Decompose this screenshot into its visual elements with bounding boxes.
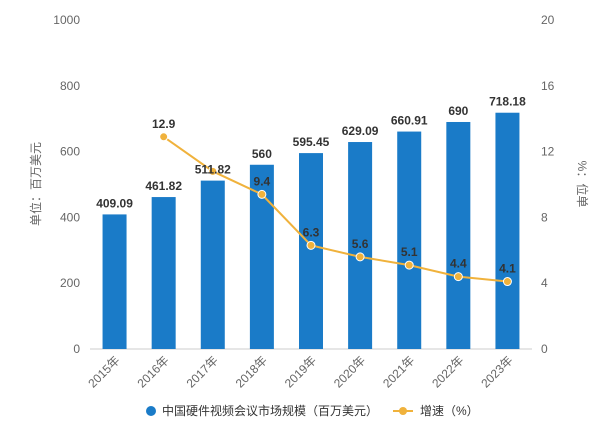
left-tick-label: 800	[60, 79, 80, 93]
line-value-label: 4.4	[450, 257, 467, 271]
right-tick-label: 16	[541, 79, 555, 93]
line-point	[306, 240, 316, 250]
line-data-labels: 12.9 9.4 6.3 5.6 5.1 4.4 4.1	[152, 117, 516, 276]
right-tick-label: 0	[541, 342, 548, 356]
bar-value-label: 461.82	[145, 179, 182, 193]
line-value-label: 9.4	[254, 174, 271, 188]
growth-line	[163, 135, 508, 283]
legend: 中国硬件视频会议市场规模（百万美元） 增速（%）	[146, 403, 479, 418]
x-tick-label: 2020年	[331, 353, 368, 390]
bar	[299, 153, 323, 349]
bar-value-label: 511.82	[195, 163, 231, 177]
bar-value-label: 409.09	[96, 196, 133, 210]
left-axis-ticks: 0 200 400 600 800 1000	[53, 13, 80, 356]
left-tick-label: 0	[73, 342, 80, 356]
legend-line-label: 增速（%）	[420, 404, 479, 418]
bar	[397, 131, 422, 349]
bar	[495, 112, 520, 349]
bar-value-label: 560	[252, 147, 272, 161]
x-tick-label: 2016年	[135, 353, 172, 390]
x-tick-label: 2017年	[184, 353, 221, 390]
x-axis-ticks: 2015年 2016年 2017年 2018年 2019年 2020年 2021年 2022年…	[85, 353, 515, 390]
bar-value-label: 595.45	[293, 135, 330, 149]
right-tick-label: 20	[541, 13, 555, 27]
bar-value-label: 660.91	[391, 114, 428, 128]
legend-line-dot	[399, 407, 407, 415]
x-tick-label: 2019年	[282, 353, 319, 390]
x-tick-label: 2022年	[429, 353, 466, 390]
x-tick-label: 2015年	[85, 353, 122, 390]
line-value-label: 6.3	[303, 225, 320, 239]
bar-value-label: 629.09	[342, 124, 379, 138]
left-tick-label: 600	[60, 145, 80, 159]
bar	[446, 121, 471, 350]
legend-bar-marker	[146, 406, 156, 416]
line-point	[257, 189, 267, 199]
bar-data-labels: 409.09 461.82 511.82 560 595.45 629.09 660.91 6…	[96, 95, 526, 211]
line-point	[159, 132, 169, 142]
line-point	[502, 277, 512, 287]
right-tick-label: 4	[541, 276, 548, 290]
right-tick-label: 12	[541, 145, 555, 159]
line-value-label: 12.9	[152, 117, 176, 131]
bar	[151, 197, 176, 349]
bar	[102, 214, 127, 349]
left-axis-title: 单位：百万美元	[28, 142, 43, 226]
bar	[348, 142, 373, 349]
x-tick-label: 2023年	[478, 353, 515, 390]
line-value-label: 4.1	[499, 262, 516, 276]
right-tick-label: 8	[541, 210, 548, 224]
bar-value-label: 690	[448, 104, 468, 118]
legend-bar-label: 中国硬件视频会议市场规模（百万美元）	[162, 403, 378, 418]
line-point	[208, 166, 218, 176]
line-value-label: 5.1	[401, 245, 418, 259]
left-tick-label: 400	[60, 210, 80, 224]
x-tick-label: 2018年	[233, 353, 270, 390]
x-tick-label: 2021年	[380, 353, 417, 390]
bar	[200, 180, 225, 349]
line-value-label: 5.6	[352, 237, 369, 251]
right-axis-ticks: 0 4 8 12 16 20	[541, 13, 555, 356]
line-series	[159, 132, 512, 287]
line-point	[453, 272, 463, 282]
line-point	[404, 260, 414, 270]
left-tick-label: 1000	[53, 13, 80, 27]
left-tick-label: 200	[60, 276, 80, 290]
right-axis-title: %：位单	[575, 161, 590, 208]
line-point	[355, 252, 365, 262]
bar-value-label: 718.18	[489, 95, 526, 109]
